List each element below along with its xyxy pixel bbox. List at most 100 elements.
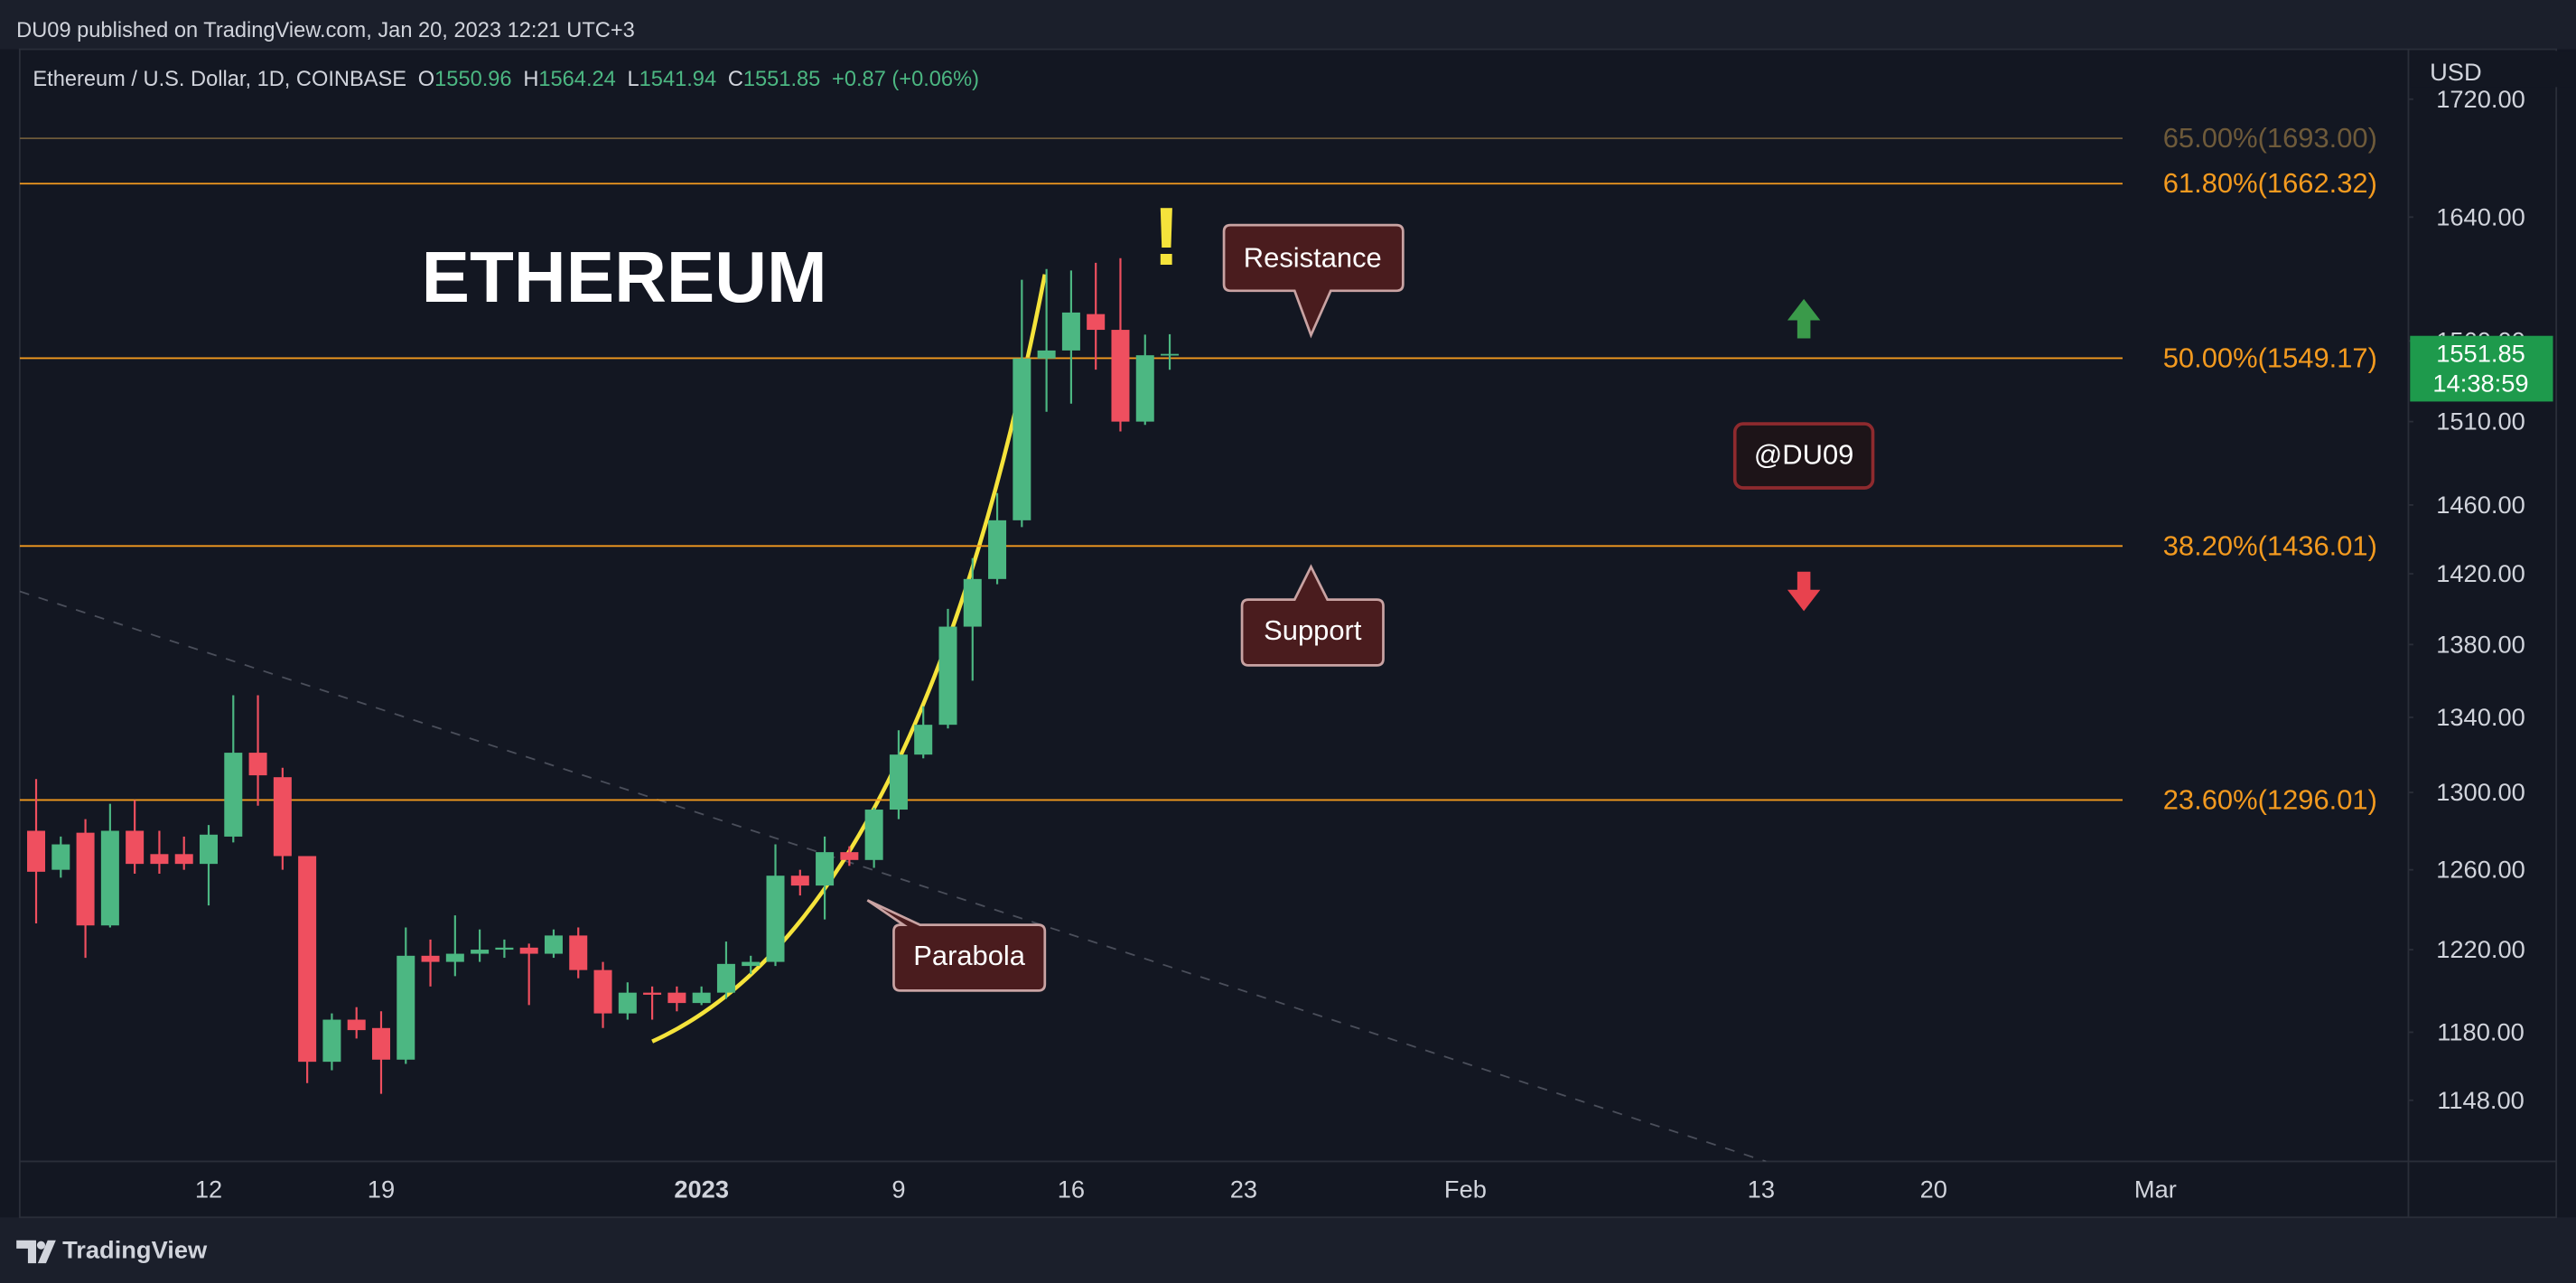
callout — [866, 899, 1047, 992]
candle-body — [742, 961, 761, 967]
x-tick-label: 12 — [195, 1175, 222, 1203]
currency: USD — [2430, 58, 2482, 86]
watermark: @DU09 — [1754, 439, 1853, 471]
symbol: Ethereum / U.S. Dollar, 1D, COINBASE — [33, 68, 406, 91]
down-arrow — [1787, 571, 1821, 612]
y-tick-label: 1380.00 — [2436, 630, 2525, 658]
candle-body — [790, 876, 809, 886]
callout-label: Resistance — [1244, 241, 1382, 273]
x-tick-label: Feb — [1444, 1175, 1487, 1203]
price-value: 1551.85 — [2436, 340, 2525, 368]
candle-body — [421, 955, 440, 962]
candle-body — [248, 753, 267, 776]
y-tick-label: 1340.00 — [2436, 703, 2525, 731]
y-tick-label: 1180.00 — [2437, 1017, 2525, 1045]
y-tick-label: 1460.00 — [2436, 491, 2525, 519]
footer-bar — [0, 1217, 2576, 1283]
candle-body — [938, 626, 957, 726]
y-tick-label: 1148.00 — [2437, 1086, 2525, 1114]
candle-body — [643, 992, 662, 995]
y-tick-label: 1420.00 — [2436, 559, 2525, 587]
x-tick-label: 16 — [1058, 1175, 1085, 1203]
legend-key: L — [628, 68, 639, 91]
legend: Ethereum / U.S. Dollar, 1D, COINBASE O155… — [33, 68, 979, 91]
candle-body — [914, 725, 933, 755]
candle-body — [1013, 358, 1031, 520]
candle-body — [126, 830, 145, 865]
candle-body — [816, 852, 835, 886]
candle-body — [840, 852, 859, 860]
level-label: 65.00%(1693.00) — [2163, 122, 2377, 154]
x-tick-label: 23 — [1230, 1175, 1257, 1203]
candle-body — [593, 969, 612, 1014]
candle-body — [298, 856, 317, 1063]
brand: TradingView — [62, 1236, 208, 1264]
legend-key: C — [728, 68, 743, 91]
candle-body — [766, 876, 785, 962]
candle-body — [1111, 330, 1130, 422]
x-tick-label: 2023 — [674, 1175, 729, 1203]
annotations: ETHEREUM ! Resistance Support Parabola @… — [422, 122, 2377, 992]
candle-body — [371, 1027, 390, 1060]
top-bar — [0, 0, 2576, 50]
x-tick-label: Mar — [2134, 1175, 2177, 1203]
y-tick-label: 1510.00 — [2436, 407, 2525, 435]
candle-body — [988, 520, 1007, 579]
countdown: 14:38:59 — [2432, 369, 2528, 397]
legend-value: 1550.96 — [434, 68, 511, 91]
candle-body — [397, 955, 415, 1060]
candle-body — [1061, 312, 1080, 351]
legend-key: O — [418, 68, 434, 91]
legend-change: +0.87 (+0.06%) — [832, 68, 979, 91]
y-tick-label: 1720.00 — [2436, 85, 2525, 113]
chart-title: ETHEREUM — [422, 237, 827, 317]
candle-body — [495, 947, 514, 951]
candle-body — [1135, 355, 1154, 422]
callout — [1240, 564, 1385, 667]
level-label: 50.00%(1549.17) — [2163, 342, 2377, 373]
y-tick-label: 1640.00 — [2436, 202, 2525, 230]
candle-body — [1037, 350, 1056, 359]
candle-body — [963, 578, 982, 627]
parabola-curve — [651, 274, 1048, 1044]
candle-body — [569, 935, 588, 970]
exclamation: ! — [1153, 192, 1180, 283]
logo — [36, 1241, 46, 1250]
candle-body — [716, 963, 735, 993]
price-label — [2410, 335, 2553, 402]
candle-body — [199, 834, 219, 865]
publisher: DU09 published on TradingView.com, Jan 2… — [16, 19, 635, 42]
candle-body — [692, 992, 711, 1004]
candle-body — [889, 754, 908, 810]
callout-label: Parabola — [913, 940, 1026, 971]
legend-value: 1551.85 — [743, 68, 820, 91]
legend-value: 1541.94 — [639, 68, 716, 91]
candle-body — [27, 830, 46, 872]
candle-body — [445, 953, 464, 962]
x-tick-label: 20 — [1920, 1175, 1947, 1203]
plot — [19, 137, 2123, 1162]
candle-body — [150, 854, 169, 865]
candle-body — [519, 947, 538, 954]
candle-body — [51, 844, 70, 870]
y-axis: 1148.00 1180.00 1220.00 1260.00 1300.00 1340.… — [2408, 51, 2575, 1114]
candle-body — [618, 992, 637, 1014]
candle-body — [1161, 353, 1180, 356]
candle-body — [273, 777, 292, 857]
candle-body — [667, 992, 686, 1004]
level-label: 61.80%(1662.32) — [2163, 167, 2377, 199]
candle-body — [864, 810, 883, 860]
x-tick-label: 9 — [891, 1175, 905, 1203]
y-tick-label: 1300.00 — [2436, 778, 2525, 806]
x-tick-label: 13 — [1748, 1175, 1775, 1203]
callout — [1222, 223, 1405, 339]
candle-body — [76, 832, 95, 926]
axis-cap — [2410, 51, 2575, 88]
candle-body — [544, 935, 563, 954]
frame — [18, 48, 2558, 1219]
level-label: 23.60%(1296.01) — [2163, 783, 2377, 815]
y-tick-label: 1260.00 — [2436, 856, 2525, 884]
candle-body — [322, 1019, 341, 1063]
